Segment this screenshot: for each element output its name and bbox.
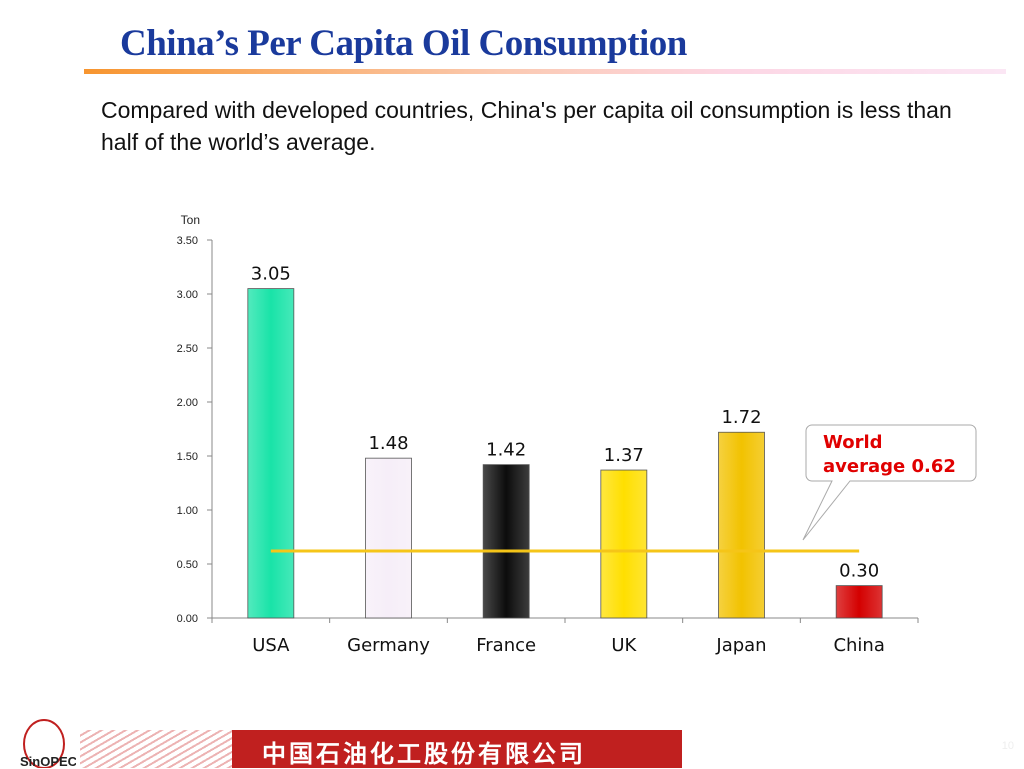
data-label: 1.37 xyxy=(604,445,644,466)
footer-band xyxy=(232,730,682,768)
data-label: 1.48 xyxy=(368,433,408,454)
data-label: 0.30 xyxy=(839,561,879,582)
subtitle: Compared with developed countries, China… xyxy=(101,97,952,155)
y-tick-label: 3.00 xyxy=(177,289,198,301)
page-number: 10 xyxy=(1001,740,1014,752)
x-tick-label: France xyxy=(476,635,536,656)
bar-japan xyxy=(718,431,765,619)
sinopec-logo: SinOPEC xyxy=(20,719,76,768)
bar-uk xyxy=(600,469,648,619)
data-label: 1.72 xyxy=(721,407,761,428)
bar-france xyxy=(482,464,530,619)
svg-text:SinOPEC: SinOPEC xyxy=(20,754,76,768)
data-label: 1.42 xyxy=(486,440,526,461)
title-divider xyxy=(84,69,1006,74)
world-average-callout xyxy=(802,424,977,541)
footer-pattern xyxy=(80,730,232,768)
x-tick-label: Japan xyxy=(715,635,766,656)
callout-line1: World xyxy=(823,432,883,453)
bar-china xyxy=(835,585,883,619)
page-title: China’s Per Capita Oil Consumption xyxy=(120,23,687,64)
y-tick-label: 1.50 xyxy=(177,451,198,463)
data-label: 3.05 xyxy=(251,264,291,285)
y-tick-label: 2.50 xyxy=(177,343,198,355)
bar-germany xyxy=(365,457,412,619)
y-tick-label: 1.00 xyxy=(177,505,198,517)
x-tick-label: Germany xyxy=(347,635,430,656)
bar-usa xyxy=(247,288,295,619)
x-tick-label: China xyxy=(833,635,884,656)
y-tick-label: 0.00 xyxy=(177,613,198,625)
y-tick-label: 3.50 xyxy=(177,235,198,247)
y-axis-label: Ton xyxy=(181,213,200,227)
callout-line2: average 0.62 xyxy=(823,456,956,477)
y-tick-label: 2.00 xyxy=(177,397,198,409)
footer-company-name: 中国石油化工股份有限公司 xyxy=(262,739,586,768)
y-tick-label: 0.50 xyxy=(177,559,198,571)
x-tick-label: USA xyxy=(252,635,290,656)
x-tick-label: UK xyxy=(611,635,637,656)
